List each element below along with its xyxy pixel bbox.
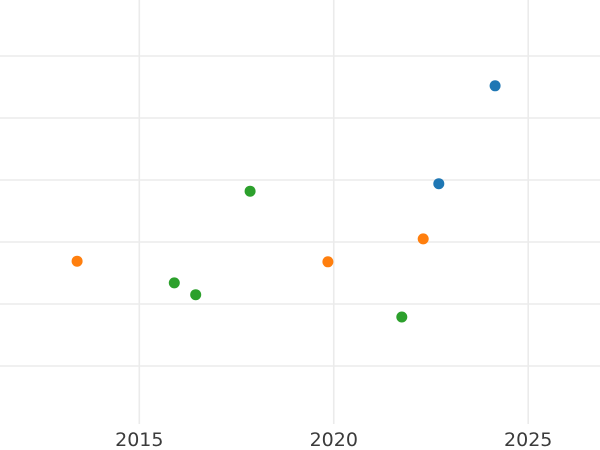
data-point-blue <box>433 178 445 190</box>
data-point-orange <box>322 256 334 268</box>
x-tick-label: 2025 <box>504 429 552 450</box>
data-point-green <box>168 277 180 289</box>
x-tick-label: 2015 <box>115 429 163 450</box>
data-point-blue <box>489 80 501 92</box>
data-point-green <box>396 311 408 323</box>
data-point-green <box>190 289 202 301</box>
data-point-orange <box>71 255 83 267</box>
x-tick-label: 2020 <box>310 429 358 450</box>
data-point-green <box>244 185 256 197</box>
data-point-orange <box>417 233 429 245</box>
